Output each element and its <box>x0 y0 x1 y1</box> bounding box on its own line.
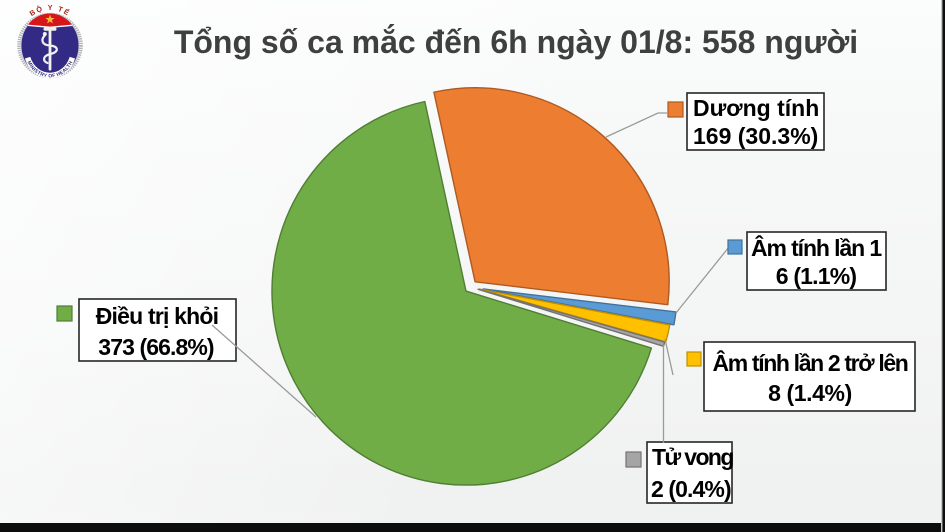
svg-text:Âm tính lần 1: Âm tính lần 1 <box>751 234 882 261</box>
svg-text:373 (66.8%): 373 (66.8%) <box>98 334 214 360</box>
svg-text:8 (1.4%): 8 (1.4%) <box>768 380 852 406</box>
svg-text:Tử vong: Tử vong <box>652 444 733 470</box>
svg-text:Dương tính: Dương tính <box>693 95 819 121</box>
svg-text:2 (0.4%): 2 (0.4%) <box>651 476 731 502</box>
svg-text:169 (30.3%): 169 (30.3%) <box>693 123 818 149</box>
svg-text:Điều trị khỏi: Điều trị khỏi <box>96 303 219 329</box>
svg-text:Tổng số ca mắc đến 6h ngày 01/: Tổng số ca mắc đến 6h ngày 01/8: 558 ngư… <box>174 24 858 60</box>
svg-text:6 (1.1%): 6 (1.1%) <box>776 263 857 289</box>
svg-text:Âm tính lần 2 trở lên: Âm tính lần 2 trở lên <box>712 349 907 376</box>
